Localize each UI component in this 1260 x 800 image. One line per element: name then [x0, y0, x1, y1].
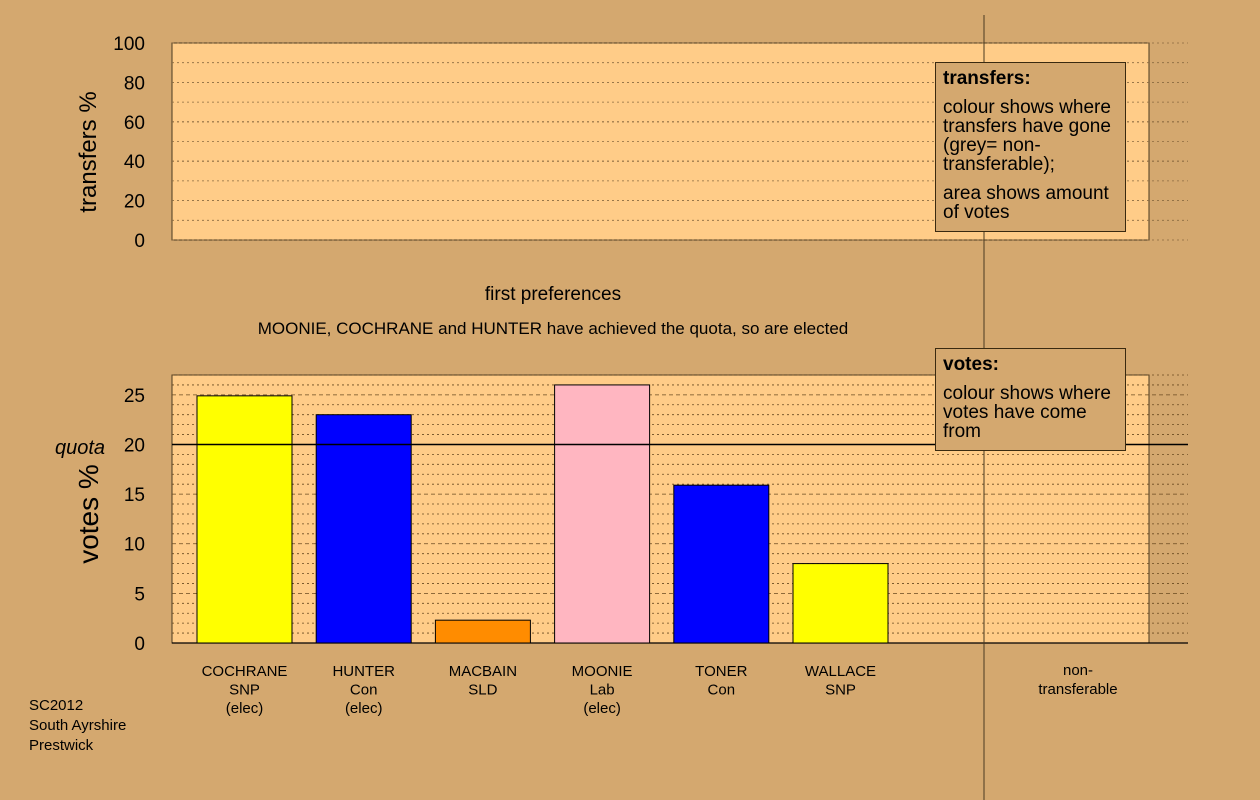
candidate-label: Con [708, 682, 736, 699]
transfers-y-tick-label: 20 [124, 192, 145, 213]
candidate-label: WALLACE [805, 663, 876, 680]
vote-bar [315, 414, 412, 644]
vote-bar [673, 484, 770, 644]
transfers-legend-text1: colour shows where transfers have gone (… [943, 97, 1111, 175]
votes-y-tick-label: 5 [134, 584, 145, 605]
candidate-label: (elec) [345, 700, 383, 717]
chart-title: first preferences [485, 284, 621, 305]
votes-y-tick-label: 20 [124, 435, 145, 456]
footer-line3: Prestwick [29, 737, 94, 754]
chart-subtitle: MOONIE, COCHRANE and HUNTER have achieve… [258, 319, 849, 338]
votes-y-tick-label: 15 [124, 485, 145, 506]
transfers-y-tick-label: 60 [124, 113, 145, 134]
candidate-label: TONER [695, 663, 747, 680]
vote-bar [196, 395, 293, 644]
votes-y-tick-label: 0 [134, 634, 145, 655]
vote-bar [792, 563, 889, 644]
footer-line1: SC2012 [29, 697, 84, 714]
transfers-y-axis-label: transfers % [75, 91, 102, 212]
votes-legend-title: votes: [943, 354, 999, 375]
votes-legend: votes: colour shows where votes have com… [935, 348, 1126, 451]
vote-bar [434, 619, 531, 644]
candidate-label: (elec) [583, 700, 621, 717]
footer: SC2012 South Ayrshire Prestwick [29, 696, 126, 756]
vote-bar [554, 384, 651, 644]
votes-y-tick-label: 25 [124, 386, 145, 407]
candidate-label: Con [350, 682, 378, 699]
votes-y-tick-label: 10 [124, 535, 145, 556]
candidate-label: MACBAIN [449, 663, 517, 680]
candidate-label: SLD [468, 682, 497, 699]
votes-y-axis-label: votes % [73, 464, 104, 564]
quota-label: quota [55, 437, 105, 459]
transfers-legend-text2: area shows amount of votes [943, 183, 1109, 223]
transfers-y-tick-label: 80 [124, 73, 145, 94]
nontransferable-label: transferable [1038, 681, 1117, 698]
candidate-label: HUNTER [332, 663, 395, 680]
transfers-y-tick-label: 0 [134, 231, 145, 252]
candidate-label: SNP [229, 682, 260, 699]
candidate-label: SNP [825, 682, 856, 699]
candidate-label: Lab [590, 682, 615, 699]
transfers-legend: transfers: colour shows where transfers … [935, 62, 1126, 232]
candidate-label: (elec) [226, 700, 264, 717]
transfers-legend-title: transfers: [943, 68, 1031, 89]
votes-legend-text1: colour shows where votes have come from [943, 383, 1111, 442]
nontransferable-label: non- [1063, 662, 1093, 679]
candidate-label: COCHRANE [202, 663, 288, 680]
transfers-y-tick-label: 100 [113, 34, 145, 55]
footer-line2: South Ayrshire [29, 717, 127, 734]
candidate-label: MOONIE [572, 663, 633, 680]
transfers-y-tick-label: 40 [124, 152, 145, 173]
